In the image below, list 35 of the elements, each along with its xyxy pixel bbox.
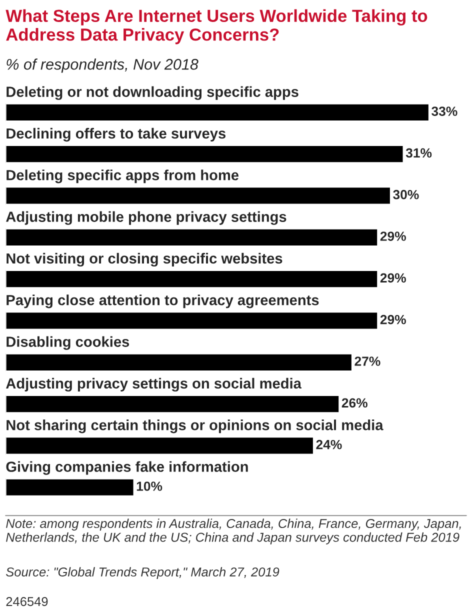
data-label: 30%: [393, 190, 419, 200]
bar: [6, 228, 378, 247]
text: 246549: [6, 597, 48, 606]
y-tick-label: Disabling cookies: [6, 336, 130, 350]
data-label: 24%: [316, 440, 342, 450]
text: Note: among respondents in Australia, Canada, China, France, Germany, Japan, Netherlands, the UK and the US; China and Japan surveys conducted Feb 2019: [6, 518, 461, 544]
bar: [6, 352, 353, 372]
data-label: 10%: [136, 482, 162, 491]
bar: [6, 186, 392, 206]
y-tick-label: Deleting or not downloading specific apps: [6, 86, 298, 100]
y-tick-label: Deleting specific apps from home: [6, 170, 239, 184]
y-tick-label: Declining offers to take surveys: [6, 128, 226, 142]
chart-subtitle: % of respondents, Nov 2018: [6, 58, 198, 73]
data-label: 29%: [380, 232, 406, 241]
chart-title: What Steps Are Internet Users Worldwide Taking to Address Data Privacy Concerns?: [6, 9, 428, 44]
data-label: 29%: [380, 314, 406, 324]
data-label: 31%: [406, 148, 432, 158]
bar: [6, 144, 404, 164]
y-tick-label: Paying close attention to privacy agreements: [6, 294, 319, 308]
y-tick-label: Adjusting mobile phone privacy settings: [6, 211, 286, 225]
y-tick-label: Adjusting privacy settings on social media: [6, 378, 302, 392]
bar: [6, 436, 314, 456]
bar: [6, 270, 378, 289]
bar: [6, 478, 135, 497]
data-label: 27%: [354, 356, 380, 366]
bar: [6, 394, 340, 414]
data-label: 29%: [380, 273, 406, 283]
y-tick-label: Not sharing certain things or opinions on social media: [6, 420, 384, 434]
bar: [6, 102, 430, 122]
y-tick-label: Not visiting or closing specific websites: [6, 252, 282, 267]
data-label: 26%: [342, 398, 368, 408]
data-label: 33%: [432, 106, 458, 116]
y-tick-label: Giving companies fake information: [6, 461, 248, 475]
source-note: Source: "Global Trends Report," March 27, 2019: [6, 567, 280, 580]
bar: [6, 311, 378, 330]
